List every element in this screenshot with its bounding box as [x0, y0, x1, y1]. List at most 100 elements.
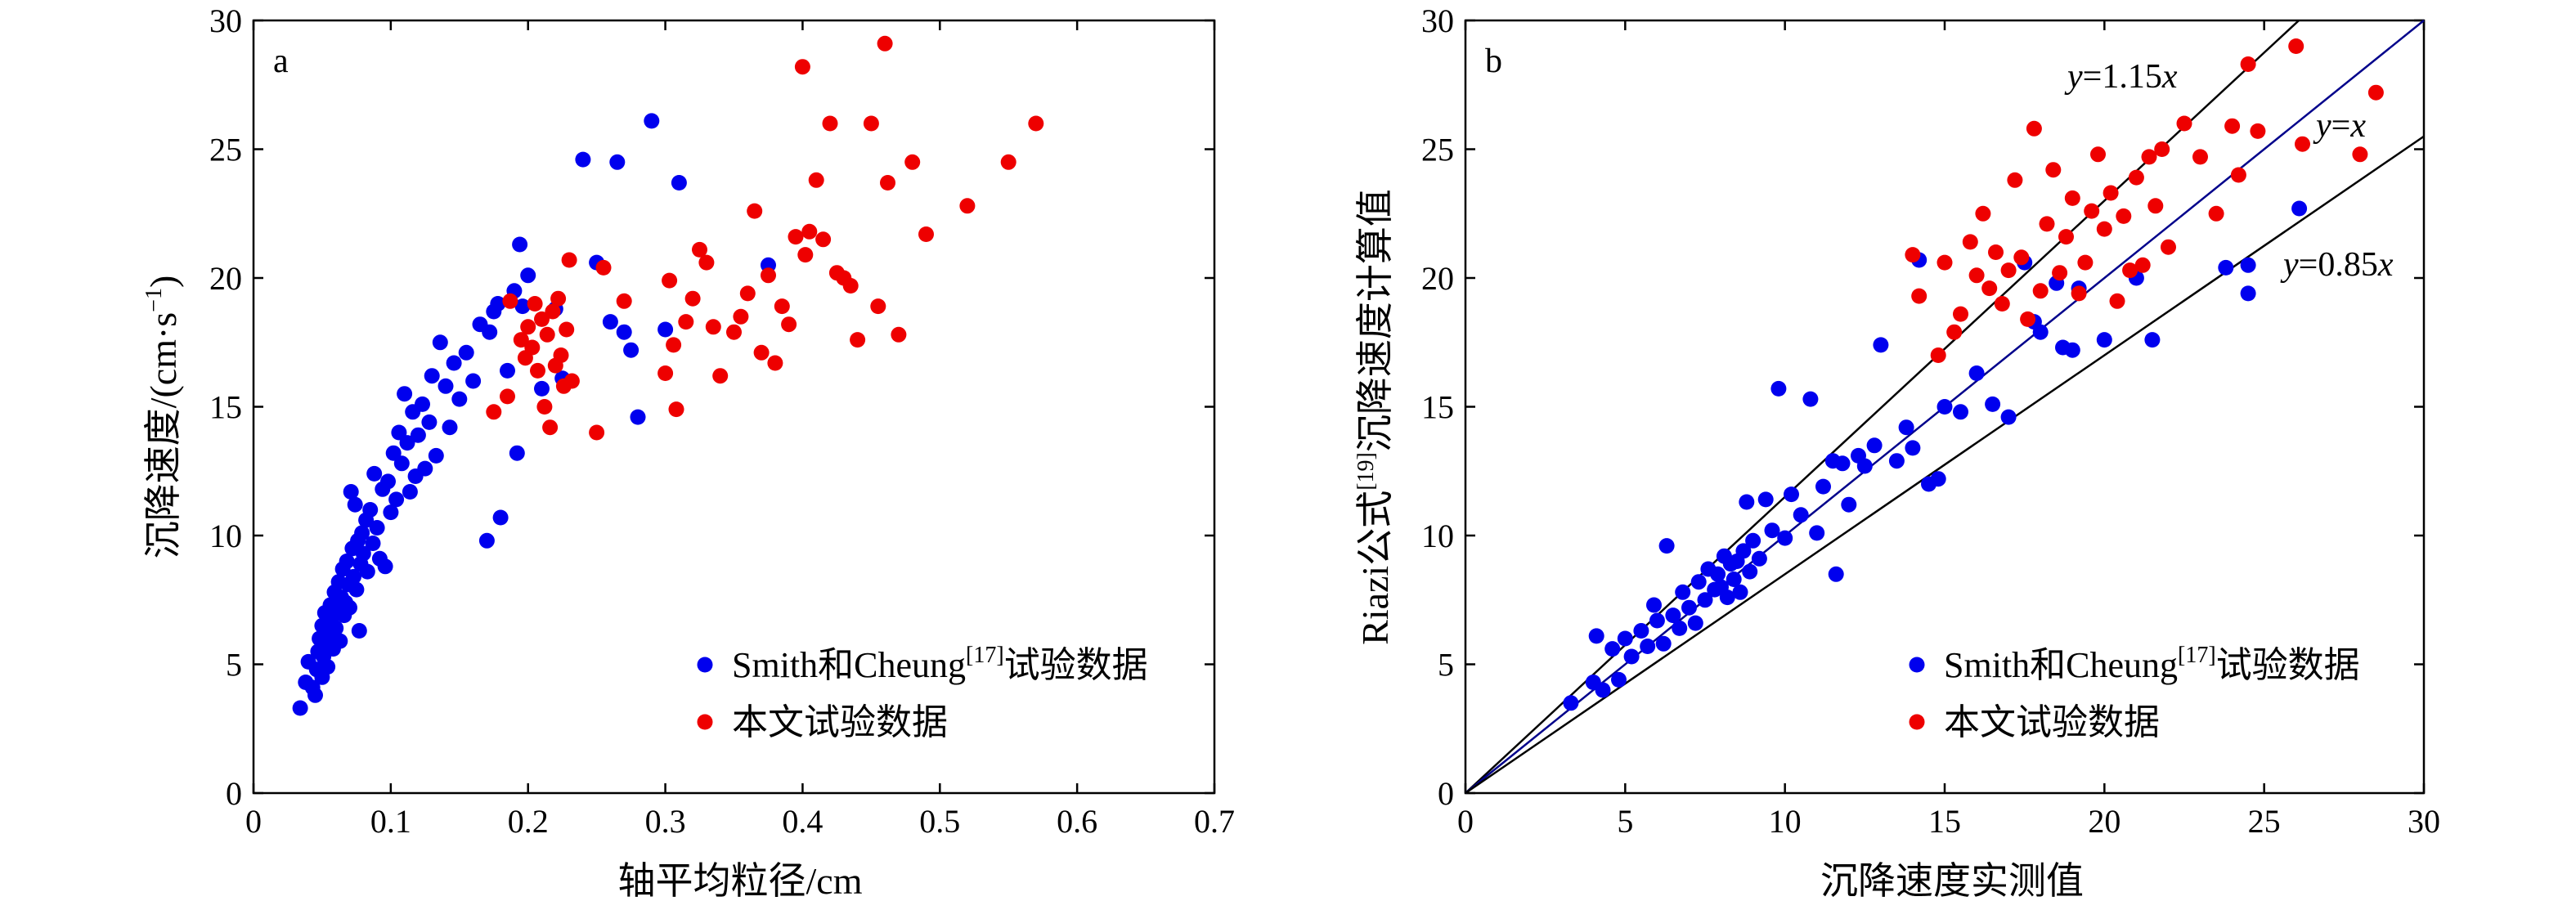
data-point-red	[761, 267, 776, 284]
data-point-blue	[432, 334, 448, 351]
data-point-red	[877, 35, 893, 52]
data-point-red	[2084, 203, 2100, 219]
data-point-blue	[1735, 543, 1752, 559]
data-point-red	[698, 254, 715, 271]
x-tick-label: 10	[1769, 803, 1802, 840]
panel-b-legend-label-blue: Smith和Cheung[17]试验数据	[1944, 643, 2360, 685]
data-point-red	[774, 298, 790, 315]
data-point-red	[2032, 283, 2049, 299]
data-point-red	[545, 303, 561, 320]
data-point-red	[1994, 296, 2010, 312]
x-tick-label: 0.7	[1194, 803, 1235, 840]
data-point-blue	[1640, 639, 1656, 654]
data-point-blue	[1751, 550, 1767, 567]
panel-a-y-axis-title: 沉降速度/(cm·s−1)	[141, 276, 184, 559]
reference-line	[1465, 135, 2425, 795]
data-point-red	[753, 344, 770, 361]
x-tick-label: 0.5	[919, 803, 960, 840]
data-point-red	[1000, 154, 1016, 170]
line-label-eq: =0.85	[2299, 246, 2378, 284]
data-point-blue	[1742, 563, 1758, 580]
data-point-blue	[1777, 530, 1793, 546]
data-point-blue	[1588, 628, 1604, 644]
y-tick-label: 25	[209, 132, 242, 168]
line-label-x: x	[2377, 246, 2394, 284]
data-point-blue	[332, 633, 348, 649]
data-point-red	[678, 314, 694, 330]
data-point-blue	[1784, 486, 1799, 503]
data-point-blue	[1665, 607, 1681, 624]
panel-a-legend: Smith和Cheung[17]试验数据 本文试验数据	[697, 643, 1148, 742]
x-tick-label: 0.1	[370, 803, 411, 840]
data-point-blue	[383, 504, 399, 521]
line-label-x: x	[2161, 58, 2178, 96]
data-point-blue	[2291, 200, 2308, 217]
data-point-blue	[623, 342, 640, 358]
data-point-red	[2288, 38, 2304, 54]
panel-a-chart: 0 0.1 0.2 0.3 0.4 0.5 0.6 0.7 0 5 10 15 20 25 30 a 轴平均…	[141, 2, 1235, 902]
data-point-blue	[366, 465, 383, 482]
data-point-red	[1911, 288, 1928, 304]
data-point-blue	[1732, 584, 1748, 600]
panel-b-x-axis-title: 沉降速度实测值	[1820, 860, 2084, 902]
data-point-blue	[2144, 332, 2161, 348]
data-point-red	[2154, 141, 2170, 157]
data-point-red	[2064, 190, 2080, 206]
data-point-red	[2141, 149, 2157, 165]
data-point-blue	[1604, 641, 1621, 657]
data-point-blue	[616, 324, 632, 340]
data-point-red	[891, 326, 907, 343]
data-point-red	[1981, 280, 1998, 297]
data-point-blue	[1719, 589, 1735, 606]
data-point-red	[705, 319, 721, 335]
data-point-red	[842, 278, 859, 294]
x-tick-label: 0	[1457, 803, 1474, 840]
data-point-blue	[458, 344, 474, 361]
data-point-blue	[393, 455, 410, 472]
data-point-red	[2128, 169, 2144, 186]
data-point-red	[542, 419, 559, 436]
data-point-blue	[415, 396, 430, 412]
data-point-red	[1930, 347, 1946, 363]
data-point-blue	[328, 620, 344, 636]
data-point-blue	[421, 414, 438, 430]
x-tick-label: 0.6	[1057, 803, 1097, 840]
y-tick-label: 25	[1421, 132, 1454, 168]
data-point-red	[666, 337, 682, 353]
data-point-blue	[657, 321, 674, 338]
data-point-red	[2013, 249, 2030, 266]
data-point-red	[502, 293, 518, 309]
data-point-blue	[1793, 507, 1809, 523]
panel-b-axes: 0 5 10 15 20 25 30 0 5 10 15 20 25 30	[1421, 2, 2440, 840]
data-point-blue	[346, 568, 361, 585]
x-tick-label: 15	[1928, 803, 1961, 840]
data-point-red	[550, 290, 567, 307]
data-point-red	[2147, 198, 2164, 214]
data-point-red	[684, 290, 701, 307]
x-tick-label: 0.3	[645, 803, 686, 840]
data-point-blue	[428, 447, 444, 464]
data-point-blue	[482, 324, 498, 340]
data-point-blue	[320, 659, 336, 675]
data-point-blue	[347, 496, 363, 513]
data-point-red	[2039, 216, 2055, 232]
data-point-blue	[380, 473, 396, 490]
y-tick-label: 5	[1438, 647, 1454, 684]
data-point-blue	[1726, 572, 1742, 587]
data-point-blue	[2218, 259, 2234, 276]
data-point-blue	[1611, 671, 1627, 688]
data-point-blue	[1834, 455, 1851, 472]
data-point-blue	[1739, 494, 1755, 510]
data-point-blue	[575, 151, 591, 168]
data-point-red	[822, 115, 838, 132]
y-tick-label: 30	[209, 2, 242, 39]
y-tick-label: 15	[209, 389, 242, 426]
data-point-red	[553, 347, 569, 363]
data-point-red	[850, 332, 866, 348]
data-point-blue	[500, 362, 515, 379]
y-tick-label: 5	[226, 647, 242, 684]
panel-a-markers	[292, 35, 1044, 716]
y-tick-label: 20	[209, 260, 242, 297]
data-point-red	[2090, 146, 2106, 163]
data-point-blue	[354, 525, 370, 541]
